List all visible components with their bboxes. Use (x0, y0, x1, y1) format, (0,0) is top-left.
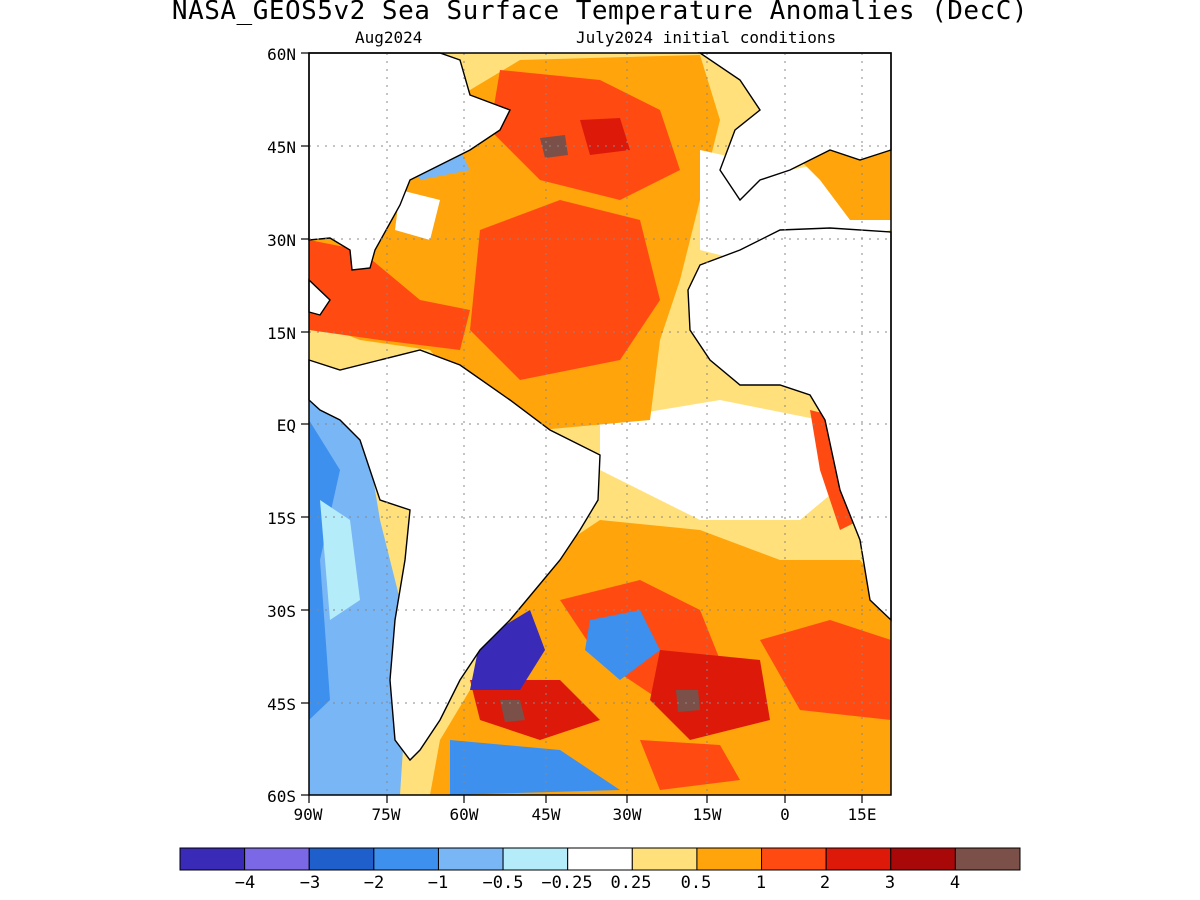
colorbar-swatch (825, 847, 892, 871)
lat-label-eq: EQ (276, 416, 296, 435)
colorbar-label-m2: −2 (363, 873, 385, 893)
lon-label-15w: 15W (692, 805, 722, 824)
colorbar-label-05: 0.5 (680, 873, 712, 893)
colorbar-label-4: 4 (949, 873, 961, 893)
land-masses (308, 52, 892, 762)
lon-label-30w: 30W (612, 805, 642, 824)
lon-label-90w: 90W (293, 805, 323, 824)
colorbar-swatch (244, 847, 310, 871)
colorbar-label-1: 1 (755, 873, 767, 893)
colorbar-label-2: 2 (819, 873, 831, 893)
lon-label-15e: 15E (847, 805, 877, 824)
colorbar-swatch (502, 847, 569, 871)
lat-label-60n: 60N (267, 45, 296, 64)
colorbar-swatch (567, 847, 633, 871)
lon-label-75w: 75W (371, 805, 401, 824)
colorbar-label-m3: −3 (299, 873, 321, 893)
lat-label-45n: 45N (267, 138, 296, 157)
colorbar-swatch (308, 847, 375, 871)
colorbar-label-m05: −0.5 (482, 873, 524, 893)
map-title: NASA_GEOS5v2 Sea Surface Temperature Ano… (171, 0, 1029, 26)
colorbar-swatch (696, 847, 763, 871)
colorbar-swatch (373, 847, 439, 871)
colorbar-label-m025: −0.25 (541, 873, 593, 893)
lon-label-45w: 45W (531, 805, 561, 824)
colorbar-swatch (890, 847, 956, 871)
north-america-land (308, 52, 511, 271)
colorbar-swatch (954, 847, 1021, 871)
south-america-land (308, 349, 601, 762)
lat-label-60s: 60S (267, 787, 296, 806)
forecast-month-label: Aug2024 (355, 28, 423, 47)
lat-label-45s: 45S (267, 695, 296, 714)
africa-land (687, 227, 892, 622)
colorbar-label-3: 3 (884, 873, 896, 893)
colorbar-label-025: 0.25 (610, 873, 652, 893)
colorbar-swatch (761, 847, 827, 871)
colorbar-swatch (631, 847, 698, 871)
lon-label-0: 0 (780, 805, 790, 824)
colorbar-swatch (437, 847, 504, 871)
lat-label-30n: 30N (267, 231, 296, 250)
colorbar-swatch (179, 847, 246, 871)
colorbar (179, 847, 1021, 871)
lat-label-15s: 15S (267, 509, 296, 528)
axis-ticks (301, 52, 863, 803)
lat-label-15n: 15N (267, 324, 296, 343)
grid-lines (309, 53, 891, 795)
lon-label-60w: 60W (449, 805, 479, 824)
lat-label-30s: 30S (267, 602, 296, 621)
initial-conditions-label: July2024 initial conditions (576, 28, 837, 47)
colorbar-label-m1: −1 (427, 873, 449, 893)
colorbar-label-m4: −4 (234, 873, 256, 893)
